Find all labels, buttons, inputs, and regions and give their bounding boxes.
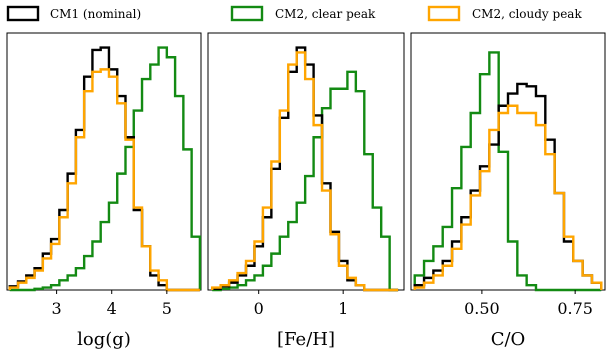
legend-item-cm2-clear: CM2, clear peak [230, 5, 376, 22]
panel-co-xtick-label: 0.50 [464, 299, 500, 318]
panel-co-xlabel: C/O [491, 329, 526, 350]
panel-feh-hist-cm2-clear [212, 70, 399, 292]
panel-logg: 3 4 5 log(g) [6, 32, 202, 350]
panel-co-frame [410, 32, 606, 291]
panel-feh-hist-cm2-cloudy [211, 51, 399, 292]
panel-co-plot: 0.50 0.75 [413, 51, 603, 318]
panel-logg-plot: 3 4 5 [8, 46, 202, 318]
legend-swatch-cm2-clear [230, 5, 264, 22]
panel-co: 0.50 0.75 C/O [410, 32, 606, 350]
panel-feh-xtick-label: 1 [338, 299, 348, 318]
legend-item-cm1: CM1 (nominal) [6, 5, 141, 22]
panel-logg-xtick-label: 5 [162, 299, 172, 318]
legend-label-cm1: CM1 (nominal) [50, 7, 141, 21]
panel-logg-xlabel: log(g) [77, 329, 131, 350]
legend-swatch-cm1 [6, 5, 40, 22]
panel-feh-xlabel: [Fe/H] [277, 329, 335, 350]
panel-logg-xtick-label: 4 [107, 299, 117, 318]
legend-label-cm2-cloudy: CM2, cloudy peak [472, 7, 582, 21]
panel-feh-xtick-label: 0 [254, 299, 264, 318]
panel-co-hist-cm2-cloudy [413, 104, 603, 290]
panel-logg-hist-cm1 [8, 46, 200, 292]
legend-label-cm2-clear: CM2, clear peak [275, 7, 376, 21]
panel-logg-frame [6, 32, 202, 291]
legend-item-cm2-cloudy: CM2, cloudy peak [427, 5, 582, 22]
panel-logg-hist-cm2-clear [9, 46, 202, 292]
legend: CM1 (nominal) CM2, clear peak CM2, cloud… [6, 5, 582, 22]
panel-feh-frame [207, 32, 405, 291]
panel-logg-hist-cm2-cloudy [8, 68, 200, 292]
panel-co-xtick-label: 0.75 [557, 299, 593, 318]
panel-feh-hist-cm1 [211, 46, 399, 292]
legend-swatch-cm2-cloudy [427, 5, 461, 22]
panel-logg-xtick-label: 3 [52, 299, 62, 318]
panel-co-hist-cm2-clear [413, 51, 602, 292]
